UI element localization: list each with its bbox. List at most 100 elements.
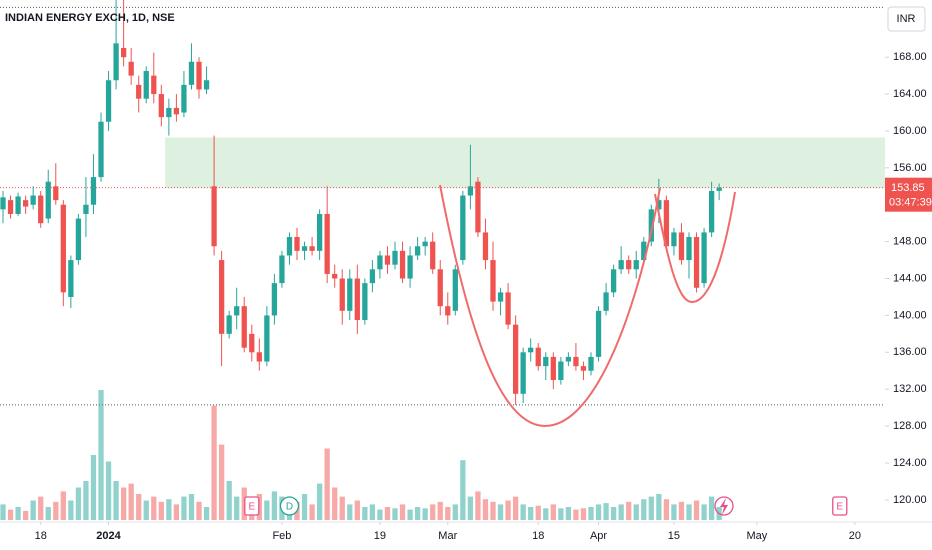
event-label: E	[248, 502, 255, 513]
volume-bar	[475, 491, 481, 520]
candle-body	[98, 121, 104, 178]
x-tick-label: May	[746, 530, 767, 542]
volume-bar	[181, 496, 187, 520]
volume-bar	[203, 507, 210, 520]
volume-bar	[686, 504, 692, 520]
volume-bar	[610, 507, 617, 520]
candle-body	[626, 260, 632, 270]
volume-bar	[120, 487, 127, 520]
candle-body	[512, 324, 519, 394]
candle-body	[422, 241, 428, 247]
event-marker	[279, 496, 300, 516]
volume-bar	[196, 501, 202, 520]
candle-body	[595, 310, 602, 357]
volume-bar	[430, 504, 436, 520]
volume-bar	[573, 509, 579, 520]
volume-bar	[663, 499, 670, 520]
volume-bar	[211, 405, 217, 520]
candle-body	[136, 84, 142, 99]
volume-bar	[437, 501, 443, 520]
volume-bar	[136, 494, 142, 520]
countdown: 03:47:39	[889, 197, 932, 209]
volume-bar	[53, 501, 59, 520]
candle-body	[264, 315, 270, 362]
event-label: E	[836, 502, 843, 513]
volume-bar	[460, 460, 466, 520]
volume-bar	[558, 508, 564, 520]
candle-body	[309, 246, 315, 251]
candle-body	[128, 61, 134, 76]
candle-body	[166, 107, 172, 118]
volume-bar	[618, 504, 624, 520]
candle-body	[558, 361, 564, 380]
candle-body	[234, 306, 240, 316]
candle-body	[437, 269, 443, 307]
candle-body	[294, 237, 300, 251]
y-tick-label: 140.00	[893, 309, 927, 321]
volume-bar	[452, 504, 458, 520]
volume-bar	[105, 461, 112, 520]
candle-body	[384, 255, 391, 265]
y-tick-label: 128.00	[893, 420, 927, 432]
candle-body	[543, 356, 549, 367]
volume-bar	[467, 496, 474, 520]
candle-body	[414, 246, 421, 256]
candle-body	[38, 195, 44, 224]
volume-bar	[226, 481, 232, 520]
x-tick-label: 2024	[96, 530, 121, 542]
volume-bar	[60, 491, 66, 520]
volume-bar	[309, 504, 315, 520]
volume-bar	[332, 487, 338, 520]
x-tick-label: Apr	[590, 530, 607, 542]
volume-bar	[234, 496, 240, 520]
candle-body	[565, 356, 572, 362]
candle-body	[339, 278, 345, 311]
volume-bar	[369, 504, 376, 520]
volume-bar	[588, 507, 594, 520]
candle-body	[663, 200, 670, 247]
volume-bar	[188, 494, 195, 520]
candle-body	[610, 269, 617, 293]
flash-circle[interactable]	[714, 496, 734, 516]
candle-body	[60, 204, 66, 293]
y-tick-label: 160.00	[893, 125, 927, 137]
volume-bar	[271, 491, 278, 520]
volume-bar	[68, 500, 74, 520]
candle-body	[279, 255, 285, 284]
price-label: 153.85	[891, 182, 925, 194]
candle-body	[678, 232, 685, 261]
candle-body	[286, 237, 293, 256]
volume-bar	[520, 504, 526, 520]
candle-body	[430, 241, 436, 270]
candle-body	[347, 278, 353, 311]
candle-body	[45, 181, 51, 219]
volume-bar	[113, 481, 119, 520]
volume-bar	[362, 507, 368, 520]
resistance-zone	[165, 137, 886, 189]
volume-bar	[128, 483, 134, 520]
candle-body	[467, 186, 474, 196]
y-tick-label: 136.00	[893, 346, 927, 358]
candle-body	[633, 260, 639, 270]
volume-bar	[316, 483, 323, 520]
volume-bar	[626, 501, 632, 520]
volume-bar	[166, 499, 172, 520]
candle-body	[188, 61, 195, 85]
candle-body	[497, 292, 504, 302]
currency-box[interactable]	[887, 6, 926, 32]
volume-bar	[151, 496, 157, 520]
candle-body	[120, 47, 127, 58]
candle-body	[656, 200, 662, 210]
y-tick-label: 168.00	[893, 51, 927, 63]
candle-body	[143, 71, 149, 99]
candle-body	[0, 197, 6, 210]
y-tick-label: 132.00	[893, 383, 927, 395]
volume-bar	[535, 505, 541, 520]
volume-bar	[98, 390, 104, 520]
candle-body	[573, 356, 579, 367]
candle-body	[249, 333, 255, 353]
y-tick-label: 120.00	[893, 494, 927, 506]
volume-bar	[173, 504, 180, 520]
candle-body	[354, 278, 360, 321]
candle-body	[105, 80, 112, 122]
